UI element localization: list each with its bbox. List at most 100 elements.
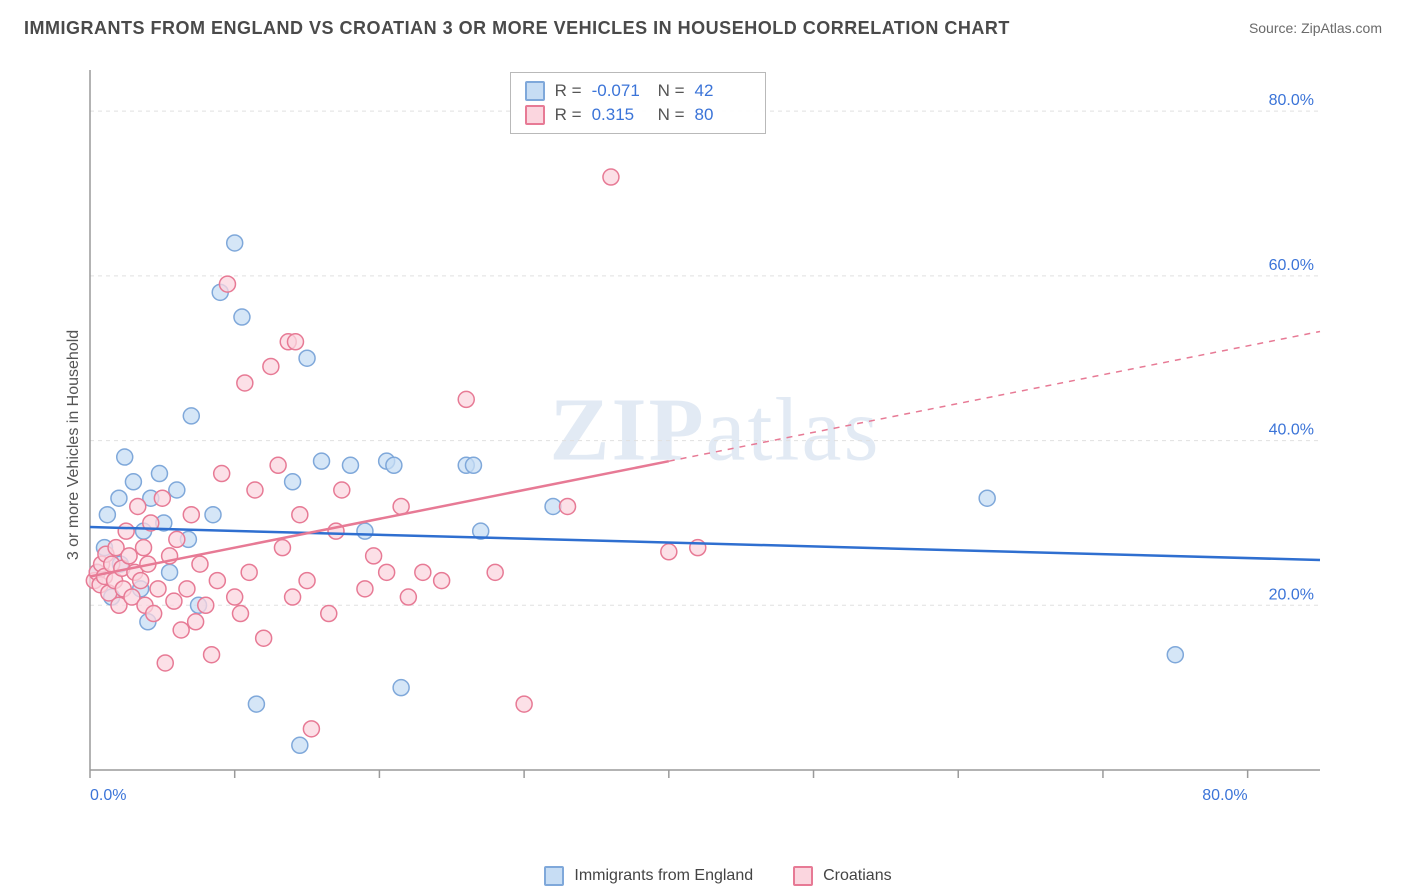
r-value: -0.071 (592, 81, 648, 101)
data-point (121, 548, 137, 564)
data-point (661, 544, 677, 560)
data-point (111, 490, 127, 506)
r-value: 0.315 (592, 105, 648, 125)
svg-text:20.0%: 20.0% (1269, 586, 1314, 603)
stat-swatch (525, 81, 545, 101)
data-point (487, 564, 503, 580)
data-point (136, 540, 152, 556)
n-label: N = (658, 81, 685, 101)
data-point (285, 474, 301, 490)
data-point (979, 490, 995, 506)
data-point (415, 564, 431, 580)
r-label: R = (555, 105, 582, 125)
data-point (125, 474, 141, 490)
data-point (366, 548, 382, 564)
legend-item: Immigrants from England (544, 866, 753, 886)
data-point (1167, 647, 1183, 663)
data-point (458, 391, 474, 407)
data-point (205, 507, 221, 523)
data-point (234, 309, 250, 325)
data-point (188, 614, 204, 630)
data-point (150, 581, 166, 597)
n-value: 42 (695, 81, 751, 101)
data-point (334, 482, 350, 498)
regression-line-dashed (669, 331, 1320, 461)
data-point (130, 498, 146, 514)
source-label: Source: ZipAtlas.com (1249, 20, 1382, 36)
data-point (183, 507, 199, 523)
data-point (118, 523, 134, 539)
data-point (274, 540, 290, 556)
data-point (204, 647, 220, 663)
data-point (299, 350, 315, 366)
stat-row: R = 0.315 N = 80 (525, 103, 751, 127)
n-value: 80 (695, 105, 751, 125)
data-point (214, 466, 230, 482)
regression-line (90, 527, 1320, 560)
data-point (248, 696, 264, 712)
legend-label: Croatians (823, 867, 891, 885)
data-point (173, 622, 189, 638)
data-point (237, 375, 253, 391)
stat-swatch (525, 105, 545, 125)
data-point (465, 457, 481, 473)
data-point (285, 589, 301, 605)
scatter-chart: 0.0% 80.0% 20.0% 40.0% 60.0% 80.0% (50, 60, 1380, 830)
data-point (183, 408, 199, 424)
legend-swatch (793, 866, 813, 886)
data-point (434, 573, 450, 589)
svg-text:80.0%: 80.0% (1269, 92, 1314, 109)
n-label: N = (658, 105, 685, 125)
stats-legend: R = -0.071 N = 42R = 0.315 N = 80 (510, 72, 766, 134)
chart-title: IMMIGRANTS FROM ENGLAND VS CROATIAN 3 OR… (24, 18, 1010, 39)
data-point (162, 564, 178, 580)
data-point (270, 457, 286, 473)
data-point (303, 721, 319, 737)
svg-text:40.0%: 40.0% (1269, 422, 1314, 439)
data-point (241, 564, 257, 580)
data-point (393, 498, 409, 514)
data-point (169, 531, 185, 547)
data-point (166, 593, 182, 609)
data-point (99, 507, 115, 523)
data-point (516, 696, 532, 712)
data-point (379, 564, 395, 580)
data-point (560, 498, 576, 514)
data-point (321, 606, 337, 622)
data-point (117, 449, 133, 465)
data-point (393, 680, 409, 696)
data-point (292, 737, 308, 753)
data-point (151, 466, 167, 482)
data-point (133, 573, 149, 589)
data-point (603, 169, 619, 185)
data-point (299, 573, 315, 589)
data-point (342, 457, 358, 473)
data-point (154, 490, 170, 506)
legend-swatch (544, 866, 564, 886)
data-point (192, 556, 208, 572)
data-point (292, 507, 308, 523)
data-point (227, 589, 243, 605)
svg-text:0.0%: 0.0% (90, 787, 126, 804)
data-point (219, 276, 235, 292)
data-point (357, 581, 373, 597)
data-point (179, 581, 195, 597)
svg-text:60.0%: 60.0% (1269, 257, 1314, 274)
stat-row: R =-0.071N =42 (525, 79, 751, 103)
data-point (545, 498, 561, 514)
data-point (263, 358, 279, 374)
legend-label: Immigrants from England (574, 867, 753, 885)
data-point (146, 606, 162, 622)
data-point (232, 606, 248, 622)
data-point (209, 573, 225, 589)
data-point (157, 655, 173, 671)
bottom-legend: Immigrants from England Croatians (50, 866, 1386, 886)
data-point (357, 523, 373, 539)
data-point (256, 630, 272, 646)
data-point (314, 453, 330, 469)
data-point (400, 589, 416, 605)
data-point (198, 597, 214, 613)
data-point (386, 457, 402, 473)
svg-text:80.0%: 80.0% (1202, 787, 1247, 804)
data-point (227, 235, 243, 251)
